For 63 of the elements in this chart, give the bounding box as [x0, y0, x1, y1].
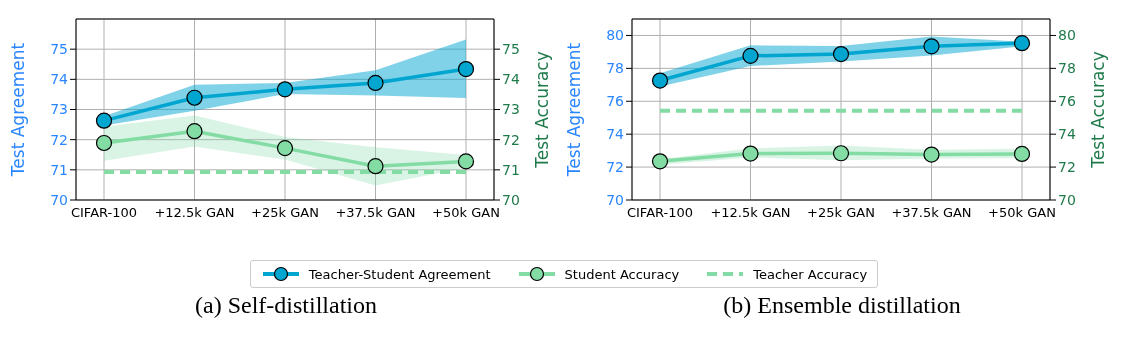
point — [276, 140, 294, 157]
text: (a) Self-distillation — [195, 292, 377, 319]
y-tick-label: 74 — [606, 126, 625, 143]
point — [186, 89, 203, 106]
y2-tick-label: 70 — [502, 191, 520, 208]
point — [832, 45, 850, 63]
point — [742, 145, 759, 162]
y2-tick-label: 78 — [1058, 60, 1076, 77]
legend-label: Teacher Accuracy — [753, 266, 868, 282]
y2-tick-label: 74 — [1058, 126, 1076, 143]
y2-tick-label: 74 — [502, 71, 520, 88]
point — [95, 112, 113, 129]
y2-tick-label: 73 — [502, 101, 520, 118]
point — [832, 145, 850, 162]
y2-tick-label: 72 — [1058, 159, 1076, 176]
y2-axis-title: Test Accuracy — [1088, 51, 1109, 169]
y-tick-label: 76 — [606, 93, 625, 110]
point — [1013, 35, 1031, 52]
x-tick-label: +37.5k GAN — [335, 205, 416, 221]
point — [367, 74, 384, 92]
legend-label: Student Accuracy — [564, 266, 680, 282]
x-tick-label: +25k GAN — [807, 205, 875, 221]
y-tick-label: 73 — [50, 101, 68, 118]
y-tick-label: 80 — [606, 27, 624, 44]
point — [651, 153, 669, 170]
y-tick-label: 71 — [50, 161, 68, 178]
point — [95, 134, 113, 152]
y-tick-label: 72 — [50, 131, 68, 148]
point — [923, 38, 940, 55]
x-tick-label: +12.5k GAN — [154, 205, 235, 221]
x-tick-label: CIFAR-100 — [626, 205, 694, 221]
point — [367, 158, 384, 175]
y-tick-label: 74 — [50, 71, 69, 88]
y2-tick-label: 71 — [502, 161, 520, 178]
x-tick-label: CIFAR-100 — [70, 205, 138, 221]
y2-tick-label: 76 — [1058, 93, 1076, 110]
y-tick-label: 72 — [606, 159, 624, 176]
point — [457, 153, 475, 170]
point — [186, 123, 203, 140]
y-axis-title: Test Agreement — [8, 42, 29, 178]
x-tick-label: +25k GAN — [251, 205, 319, 221]
y2-axis-title: Test Accuracy — [532, 51, 553, 169]
y2-tick-label: 80 — [1058, 27, 1076, 44]
text: (b) Ensemble distillation — [723, 292, 961, 319]
y-tick-label: 70 — [50, 191, 68, 208]
y-axis-title: Test Agreement — [564, 42, 585, 178]
x-tick-label: +50k GAN — [432, 205, 500, 221]
y-tick-label: 78 — [606, 60, 624, 77]
y-tick-label: 75 — [50, 41, 68, 58]
x-tick-label: +50k GAN — [988, 205, 1056, 221]
point — [1013, 145, 1031, 163]
y-tick-label: 70 — [606, 191, 624, 208]
legend-label: Teacher-Student Agreement — [308, 266, 491, 282]
x-tick-label: +12.5k GAN — [710, 205, 791, 221]
point — [923, 146, 940, 163]
point — [457, 60, 475, 78]
point — [276, 81, 294, 98]
point — [742, 47, 759, 64]
x-tick-label: +37.5k GAN — [891, 205, 972, 221]
point — [651, 72, 669, 89]
y2-tick-label: 70 — [1058, 191, 1076, 208]
y2-tick-label: 72 — [502, 131, 520, 148]
y2-tick-label: 75 — [502, 41, 520, 58]
